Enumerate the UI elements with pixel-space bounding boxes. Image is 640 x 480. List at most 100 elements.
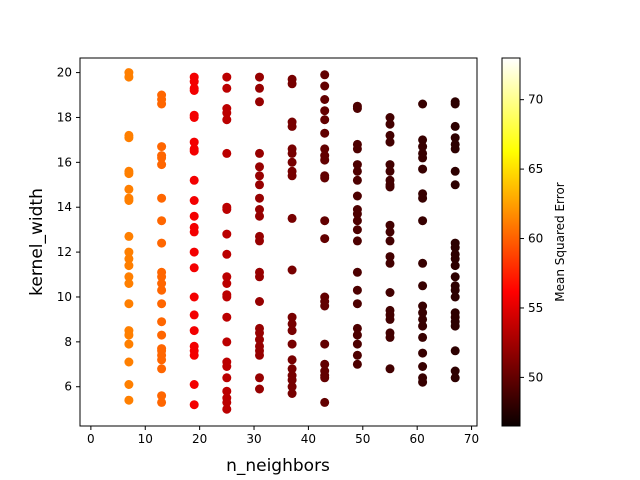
data-point-1-2 [157, 99, 167, 109]
data-point-1-13 [157, 285, 167, 295]
x-tick-label: 10 [138, 432, 153, 446]
data-point-0-19 [124, 357, 134, 367]
data-point-2-8 [189, 146, 199, 156]
data-point-10-1 [450, 99, 460, 109]
data-point-6-4 [320, 115, 330, 125]
data-point-8-17 [385, 314, 395, 324]
data-point-6-10 [320, 173, 330, 183]
data-point-9-15 [418, 332, 428, 342]
data-point-3-9 [222, 249, 232, 259]
x-tick-label: 50 [355, 432, 370, 446]
x-tick-label: 0 [87, 432, 95, 446]
data-point-10-15 [450, 285, 460, 295]
data-point-6-0 [320, 70, 330, 80]
data-point-4-3 [255, 148, 264, 158]
data-point-10-12 [450, 261, 460, 271]
data-point-3-21 [222, 397, 232, 407]
data-point-8-0 [385, 113, 395, 122]
data-point-8-8 [385, 182, 395, 192]
data-point-5-1 [287, 79, 297, 89]
data-point-4-16 [255, 328, 264, 338]
data-point-8-3 [385, 137, 395, 147]
data-point-0-21 [124, 395, 134, 405]
data-point-1-3 [157, 142, 167, 152]
data-point-3-1 [222, 83, 232, 93]
colorbar-tick-label: 55 [528, 301, 543, 315]
data-point-1-11 [157, 272, 167, 282]
data-point-1-14 [157, 299, 167, 309]
data-point-0-9 [124, 231, 134, 241]
data-point-5-20 [287, 389, 297, 398]
data-point-4-1 [255, 83, 264, 93]
data-point-10-6 [450, 166, 460, 176]
data-point-3-22 [222, 404, 232, 414]
data-point-4-7 [255, 193, 264, 203]
data-point-4-20 [255, 350, 264, 360]
plot-frame [79, 57, 478, 427]
data-point-3-11 [222, 279, 232, 288]
data-point-6-20 [320, 373, 330, 383]
x-axis-label: n_neighbors [226, 456, 330, 476]
data-point-7-19 [352, 350, 362, 360]
data-point-3-15 [222, 337, 232, 347]
y-tick-label: 16 [57, 155, 72, 169]
data-point-6-8 [320, 155, 330, 165]
data-point-1-22 [157, 391, 167, 401]
data-point-10-23 [450, 373, 460, 383]
data-point-5-3 [287, 121, 297, 131]
data-point-9-10 [418, 281, 428, 291]
data-point-4-13 [255, 272, 264, 282]
y-axis-ticks: 6 8 10 12 14 16 18 20 [57, 66, 80, 394]
y-tick-label: 8 [64, 335, 72, 349]
data-point-8-9 [385, 220, 395, 230]
data-point-5-12 [287, 319, 297, 329]
data-point-7-16 [352, 323, 362, 333]
data-point-1-12 [157, 279, 167, 288]
data-point-0-15 [124, 299, 134, 309]
y-tick-label: 12 [57, 245, 72, 259]
data-point-4-0 [255, 72, 264, 82]
data-point-5-14 [287, 339, 297, 349]
data-point-2-21 [189, 350, 199, 360]
data-point-7-6 [352, 175, 362, 185]
data-point-6-3 [320, 106, 330, 116]
data-point-1-8 [157, 216, 167, 226]
data-point-8-10 [385, 227, 395, 237]
data-point-2-10 [189, 196, 199, 205]
colorbar [501, 57, 521, 427]
colorbar-ticks: 50 55 60 65 70 [520, 93, 543, 384]
data-point-5-18 [287, 375, 297, 385]
data-point-0-3 [124, 133, 134, 143]
y-tick-label: 6 [64, 380, 72, 394]
data-point-1-7 [157, 193, 167, 203]
data-point-8-5 [385, 166, 395, 176]
y-tick-label: 14 [57, 200, 72, 214]
data-point-5-19 [287, 382, 297, 392]
data-point-2-13 [189, 227, 199, 237]
data-point-4-9 [255, 211, 264, 221]
data-point-8-20 [385, 364, 395, 374]
data-point-10-11 [450, 254, 460, 264]
data-point-9-2 [418, 142, 428, 152]
data-point-10-13 [450, 272, 460, 282]
data-point-6-17 [320, 359, 330, 369]
data-point-4-11 [255, 236, 264, 246]
data-point-9-9 [418, 258, 428, 268]
colorbar-tick-label: 50 [528, 370, 543, 384]
data-point-7-10 [352, 216, 362, 226]
data-point-7-20 [352, 359, 362, 369]
x-tick-label: 60 [410, 432, 425, 446]
data-point-2-18 [189, 326, 199, 336]
data-point-6-11 [320, 216, 330, 226]
data-point-7-3 [352, 144, 362, 154]
data-point-3-8 [222, 229, 232, 239]
data-point-4-22 [255, 384, 264, 394]
data-point-5-5 [287, 148, 297, 158]
data-point-10-9 [450, 243, 460, 253]
data-point-10-7 [450, 180, 460, 190]
data-point-4-21 [255, 373, 264, 383]
data-point-0-6 [124, 184, 134, 194]
colorbar-tick-label: 60 [528, 232, 543, 246]
data-point-7-18 [352, 339, 362, 349]
data-point-0-5 [124, 169, 134, 179]
